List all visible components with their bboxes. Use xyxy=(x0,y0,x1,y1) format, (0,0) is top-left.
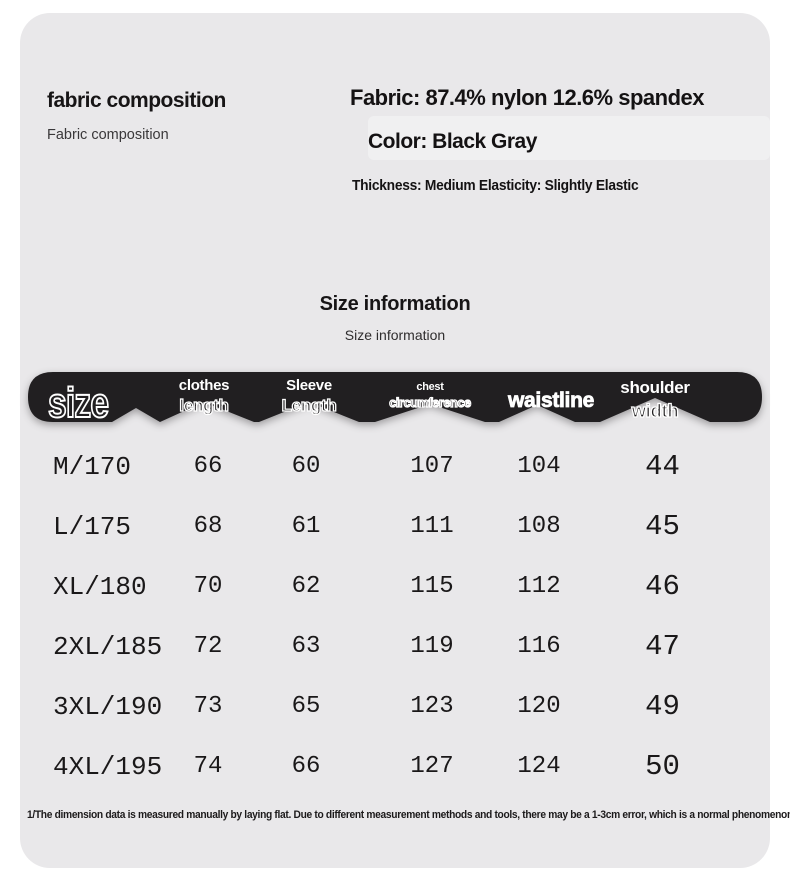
cell-size: 4XL/195 xyxy=(53,752,163,782)
column-header-line2: width xyxy=(631,399,679,421)
measurement-disclaimer: 1/The dimension data is measured manuall… xyxy=(27,809,790,821)
cell-sleeve-length: 66 xyxy=(291,753,321,780)
cell-chest-circumference: 119 xyxy=(410,633,454,660)
cell-clothes-length: 66 xyxy=(193,453,223,480)
cell-chest-circumference: 115 xyxy=(410,573,454,600)
color-text: Color: Black Gray xyxy=(368,130,537,153)
cell-size: M/170 xyxy=(53,452,132,482)
table-row: L/175 68 61 111 108 45 xyxy=(20,497,770,557)
cell-waistline: 108 xyxy=(517,513,561,540)
cell-chest-circumference: 123 xyxy=(410,693,454,720)
color-highlight-panel xyxy=(368,116,770,160)
thickness-elasticity-text: Thickness: Medium Elasticity: Slightly E… xyxy=(352,177,639,194)
column-header-sleeve-length: Sleeve Length xyxy=(249,377,369,416)
cell-chest-circumference: 107 xyxy=(410,453,454,480)
column-header-line2: circumference xyxy=(389,395,472,410)
cell-clothes-length: 68 xyxy=(193,513,223,540)
table-row: 2XL/185 72 63 119 116 47 xyxy=(20,617,770,677)
cell-sleeve-length: 60 xyxy=(291,453,321,480)
column-header-line1: chest xyxy=(416,381,444,393)
column-header-clothes-length: clothes length xyxy=(144,377,264,416)
cell-shoulder-width: 44 xyxy=(645,450,680,483)
cell-size: 2XL/185 xyxy=(53,632,163,662)
cell-shoulder-width: 50 xyxy=(645,750,680,783)
fabric-composition-subtitle: Fabric composition xyxy=(47,127,169,143)
column-header-size: size xyxy=(47,379,110,427)
cell-shoulder-width: 46 xyxy=(645,570,680,603)
cell-sleeve-length: 63 xyxy=(291,633,321,660)
cell-clothes-length: 70 xyxy=(193,573,223,600)
column-header-waistline: waistline xyxy=(508,389,595,413)
cell-clothes-length: 72 xyxy=(193,633,223,660)
cell-waistline: 112 xyxy=(517,573,561,600)
cell-sleeve-length: 61 xyxy=(291,513,321,540)
header-band-shape xyxy=(28,372,762,422)
cell-waistline: 116 xyxy=(517,633,561,660)
cell-sleeve-length: 65 xyxy=(291,693,321,720)
cell-chest-circumference: 127 xyxy=(410,753,454,780)
table-row: 3XL/190 73 65 123 120 49 xyxy=(20,677,770,737)
cell-clothes-length: 73 xyxy=(193,693,223,720)
cell-waistline: 120 xyxy=(517,693,561,720)
column-header-line1: shoulder xyxy=(620,378,690,397)
cell-shoulder-width: 49 xyxy=(645,690,680,723)
column-header-line2: length xyxy=(179,395,230,415)
column-header-line1: Sleeve xyxy=(286,377,332,394)
cell-shoulder-width: 45 xyxy=(645,510,680,543)
cell-sleeve-length: 62 xyxy=(291,573,321,600)
cell-waistline: 124 xyxy=(517,753,561,780)
table-row: M/170 66 60 107 104 44 xyxy=(20,437,770,497)
table-row: XL/180 70 62 115 112 46 xyxy=(20,557,770,617)
cell-size: XL/180 xyxy=(53,572,147,602)
fabric-content-text: Fabric: 87.4% nylon 12.6% spandex xyxy=(350,85,704,110)
cell-chest-circumference: 111 xyxy=(410,513,454,540)
cell-clothes-length: 74 xyxy=(193,753,223,780)
column-header-chest-circumference: chest circumference xyxy=(360,381,500,411)
size-information-title: Size information xyxy=(319,293,471,315)
cell-size: 3XL/190 xyxy=(53,692,163,722)
size-table-body: M/170 66 60 107 104 44 L/175 68 61 111 1… xyxy=(20,437,770,797)
cell-shoulder-width: 47 xyxy=(645,630,680,663)
info-card: fabric composition Fabric composition Fa… xyxy=(20,13,790,868)
fabric-composition-title: fabric composition xyxy=(47,89,226,112)
column-header-line2: Length xyxy=(281,395,337,415)
table-row: 4XL/195 74 66 127 124 50 xyxy=(20,737,770,797)
size-information-subtitle: Size information xyxy=(344,327,446,343)
cell-waistline: 104 xyxy=(517,453,561,480)
size-table-header: size clothes length Sleeve Length chest … xyxy=(28,372,762,427)
cell-size: L/175 xyxy=(53,512,132,542)
column-header-line1: clothes xyxy=(178,377,230,394)
column-header-shoulder-width: shoulder width xyxy=(585,378,725,422)
